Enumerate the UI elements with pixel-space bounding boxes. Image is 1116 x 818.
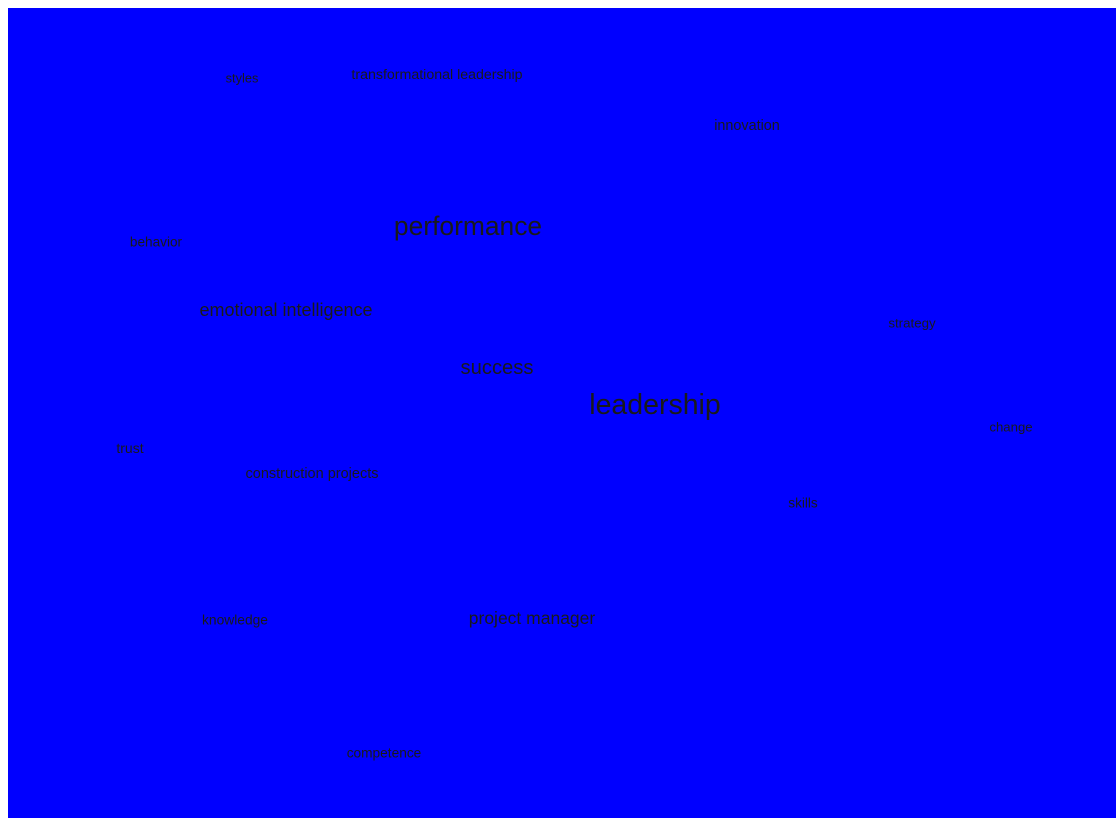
term-label: skills [788, 496, 818, 511]
density-core [974, 390, 1048, 464]
term-label: behavior [130, 235, 183, 250]
term-label: transformational leadership [351, 67, 522, 83]
term-label: competence [347, 746, 422, 761]
density-core [571, 321, 739, 489]
density-core [764, 464, 842, 542]
term-label: change [989, 420, 1032, 435]
density-layer [43, 8, 1095, 818]
density-core [268, 430, 356, 518]
term-labels: leadership performance success emotional in… [116, 67, 1032, 761]
density-core [229, 253, 343, 367]
term-label: leadership [589, 389, 721, 421]
term-label: styles [226, 71, 259, 86]
term-label: construction projects [246, 466, 379, 482]
density-core [874, 285, 950, 361]
term-label: trust [116, 440, 143, 456]
term-label: strategy [888, 316, 936, 331]
density-core [195, 580, 275, 660]
term-label: emotional intelligence [199, 300, 372, 320]
term-label: success [461, 357, 534, 379]
term-label: knowledge [202, 613, 268, 628]
density-core [434, 305, 560, 431]
density-core [395, 33, 479, 117]
density-core [207, 43, 277, 113]
term-label: project manager [469, 608, 596, 628]
density-core [117, 203, 195, 281]
density-core [89, 407, 171, 489]
density-core [344, 713, 424, 793]
term-label: innovation [714, 118, 780, 134]
density-core [477, 563, 587, 673]
density-map-svg: leadership performance success emotional in… [8, 8, 1116, 818]
term-label: performance [394, 211, 542, 241]
density-core [704, 83, 790, 169]
density-map: leadership performance success emotional in… [8, 8, 1116, 818]
